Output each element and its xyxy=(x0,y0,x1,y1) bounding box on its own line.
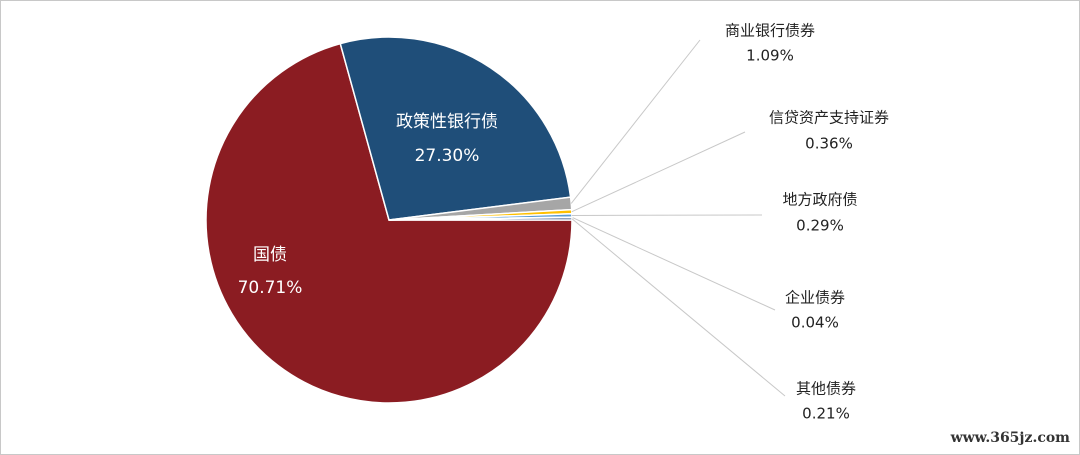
value-label: 0.36% xyxy=(805,135,853,153)
value-label: 0.04% xyxy=(791,314,839,332)
slice-label: 商业银行债券 xyxy=(725,22,815,40)
slice-label: 信贷资产支持证券 xyxy=(769,109,889,127)
watermark: www.365jz.com xyxy=(950,430,1071,446)
leader-line xyxy=(571,218,786,397)
value-label: 0.29% xyxy=(796,217,844,235)
value-label: 70.71% xyxy=(238,278,303,298)
slice-label: 地方政府债 xyxy=(782,191,857,209)
leader-line xyxy=(571,131,746,213)
pie-slice xyxy=(205,42,573,404)
slice-label: 其他债券 xyxy=(796,380,856,398)
pie-slice xyxy=(339,36,572,221)
value-label: 27.30% xyxy=(415,146,480,166)
slice-label: 国债 xyxy=(253,245,287,265)
leader-line xyxy=(571,216,776,311)
slice-label: 政策性银行债 xyxy=(396,112,498,132)
leader-line xyxy=(570,39,701,204)
slice-label: 企业债券 xyxy=(785,289,845,307)
value-label: 0.21% xyxy=(802,405,850,423)
value-label: 1.09% xyxy=(746,47,794,65)
pie-slice xyxy=(388,216,573,221)
